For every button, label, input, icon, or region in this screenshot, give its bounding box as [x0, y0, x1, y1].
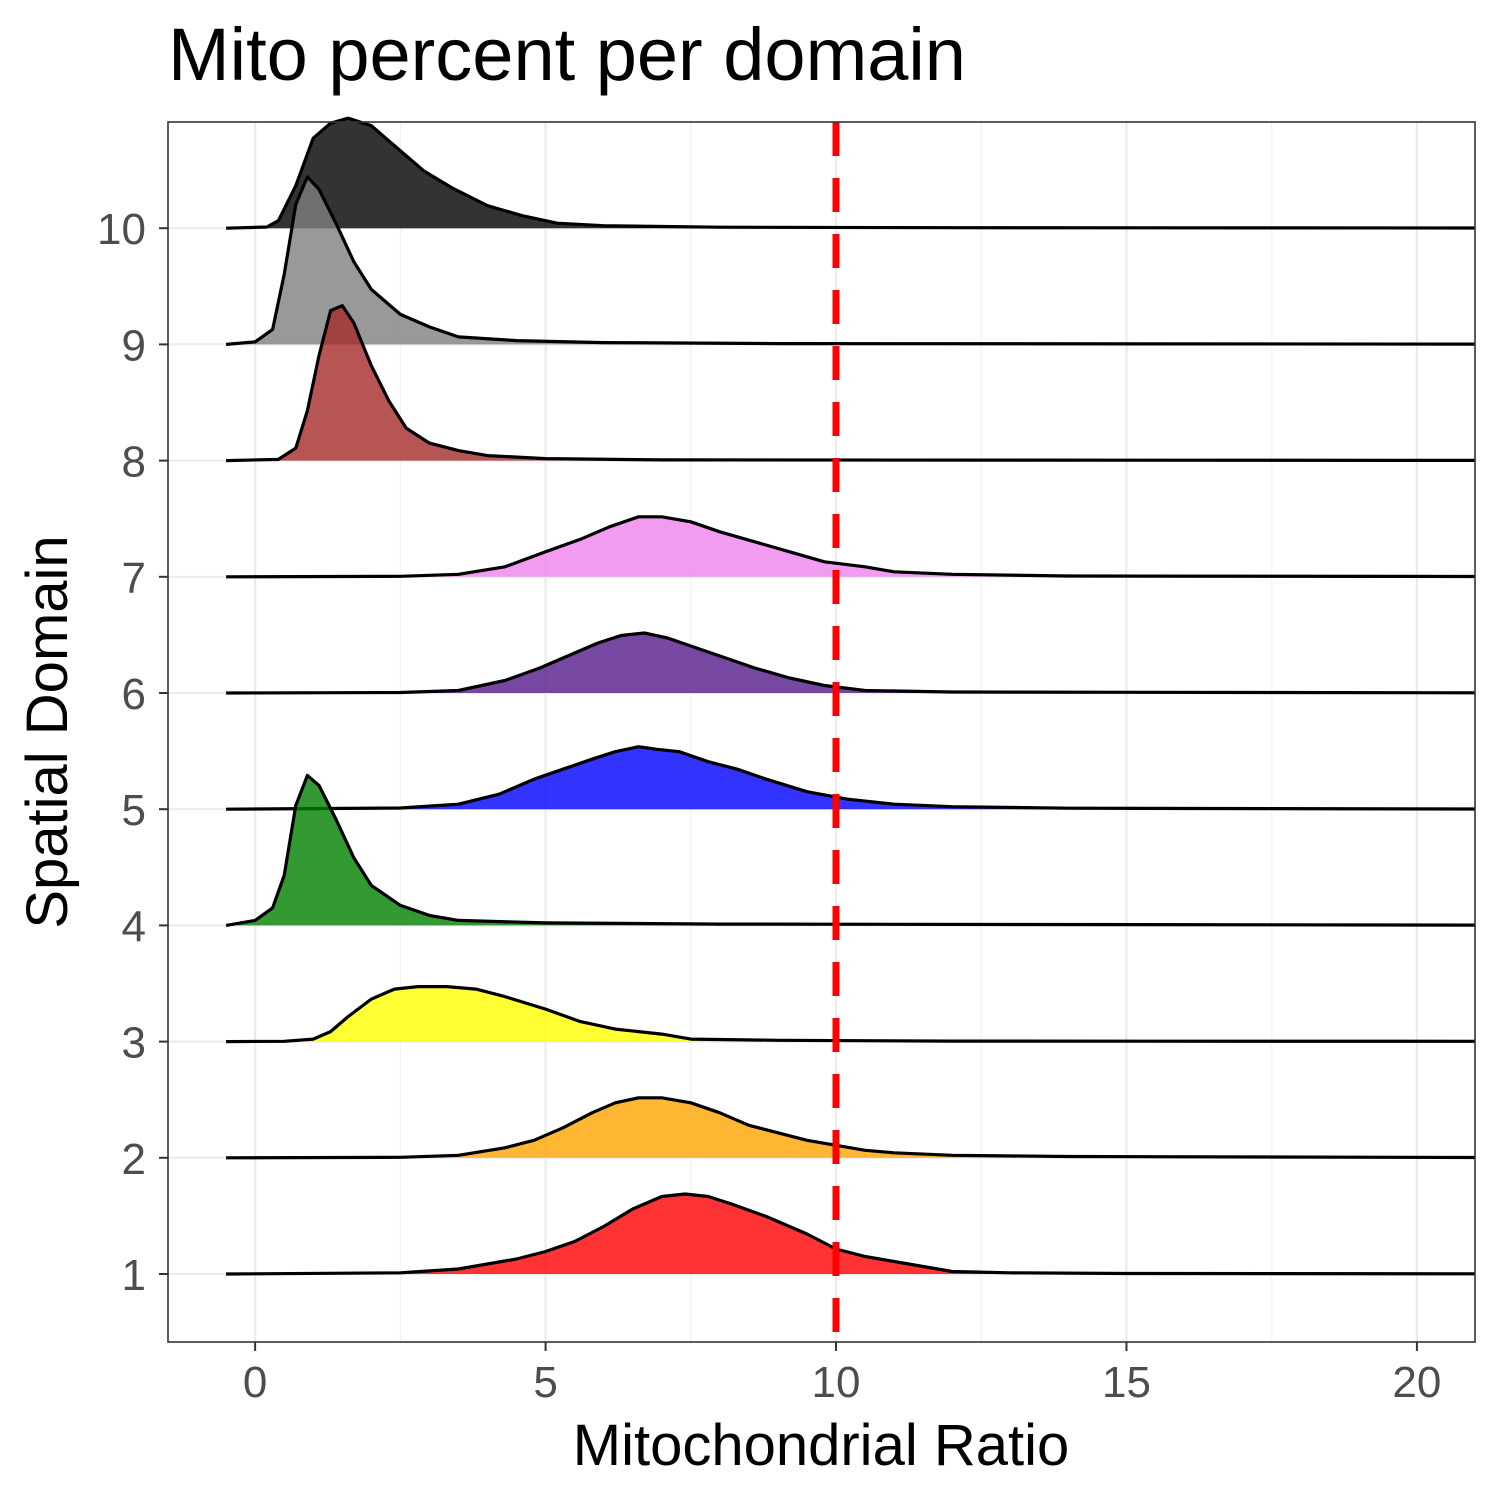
- ridge-area-4: [226, 775, 1476, 926]
- y-tick-label: 8: [122, 438, 146, 487]
- ridge-1: [226, 1192, 1476, 1276]
- ridge-area-10: [226, 118, 1476, 229]
- x-tick-label: 0: [243, 1358, 267, 1407]
- ridge-area-2: [226, 1097, 1476, 1158]
- ridge-2: [226, 1096, 1476, 1160]
- y-tick-label: 5: [122, 786, 146, 835]
- ridge-area-5: [226, 746, 1476, 810]
- y-tick-label: 3: [122, 1019, 146, 1068]
- plot-panel-border: [167, 121, 1476, 1343]
- ridge-outline-4: [225, 773, 1476, 927]
- y-tick-label: 1: [122, 1251, 146, 1300]
- ridge-10: [226, 116, 1476, 230]
- y-tick-label: 10: [97, 205, 146, 254]
- ridge-area-1: [226, 1194, 1476, 1274]
- ridge-outline-5: [226, 745, 1476, 811]
- ridge-area-3: [226, 986, 1476, 1042]
- x-axis: 0 5 10 15 20: [243, 1342, 1441, 1407]
- y-axis: 1 2 3 4 5 6 7 8 9 10: [97, 205, 168, 1300]
- y-tick-label: 7: [122, 554, 146, 603]
- ridge-7: [226, 515, 1476, 579]
- ridge-outline-6: [226, 631, 1476, 695]
- chart-title: Mito percent per domain: [168, 13, 966, 96]
- ridge-outline-1: [226, 1192, 1476, 1276]
- ridge-8: [226, 304, 1476, 463]
- ridge-outline-2: [226, 1096, 1476, 1160]
- ridge-5: [226, 745, 1476, 811]
- ridges: [225, 116, 1476, 1276]
- y-tick-label: 9: [122, 321, 146, 370]
- x-tick-label: 15: [1102, 1358, 1151, 1407]
- y-tick-label: 6: [122, 670, 146, 719]
- y-axis-title: Spatial Domain: [15, 535, 80, 928]
- ridge-outline-3: [226, 985, 1476, 1044]
- y-tick-label: 2: [122, 1135, 146, 1184]
- y-tick-label: 4: [122, 902, 146, 951]
- x-axis-title: Mitochondrial Ratio: [573, 1413, 1069, 1478]
- ridge-area-6: [226, 633, 1476, 693]
- ridge-outline-10: [226, 116, 1476, 230]
- ridge-4: [225, 773, 1476, 927]
- x-tick-label: 10: [812, 1358, 861, 1407]
- ridge-outline-7: [226, 515, 1476, 579]
- ridge-outline-8: [226, 304, 1476, 463]
- ridge-3: [226, 985, 1476, 1044]
- ridge-area-7: [226, 516, 1476, 577]
- x-tick-label: 5: [533, 1358, 557, 1407]
- x-tick-label: 20: [1392, 1358, 1441, 1407]
- ridge-outline-9: [225, 175, 1476, 346]
- ridge-6: [226, 631, 1476, 695]
